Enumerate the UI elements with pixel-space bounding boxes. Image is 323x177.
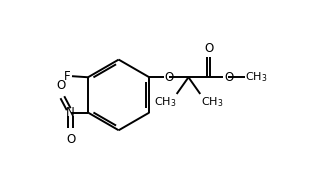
Text: N: N — [66, 106, 75, 119]
Text: O: O — [66, 133, 75, 146]
Text: O: O — [164, 71, 174, 84]
Text: CH$_3$: CH$_3$ — [201, 96, 223, 109]
Text: O: O — [56, 79, 66, 92]
Text: O: O — [224, 71, 233, 84]
Text: F: F — [64, 70, 71, 83]
Text: CH$_3$: CH$_3$ — [245, 70, 268, 84]
Text: CH$_3$: CH$_3$ — [154, 96, 176, 109]
Text: O: O — [204, 42, 214, 55]
